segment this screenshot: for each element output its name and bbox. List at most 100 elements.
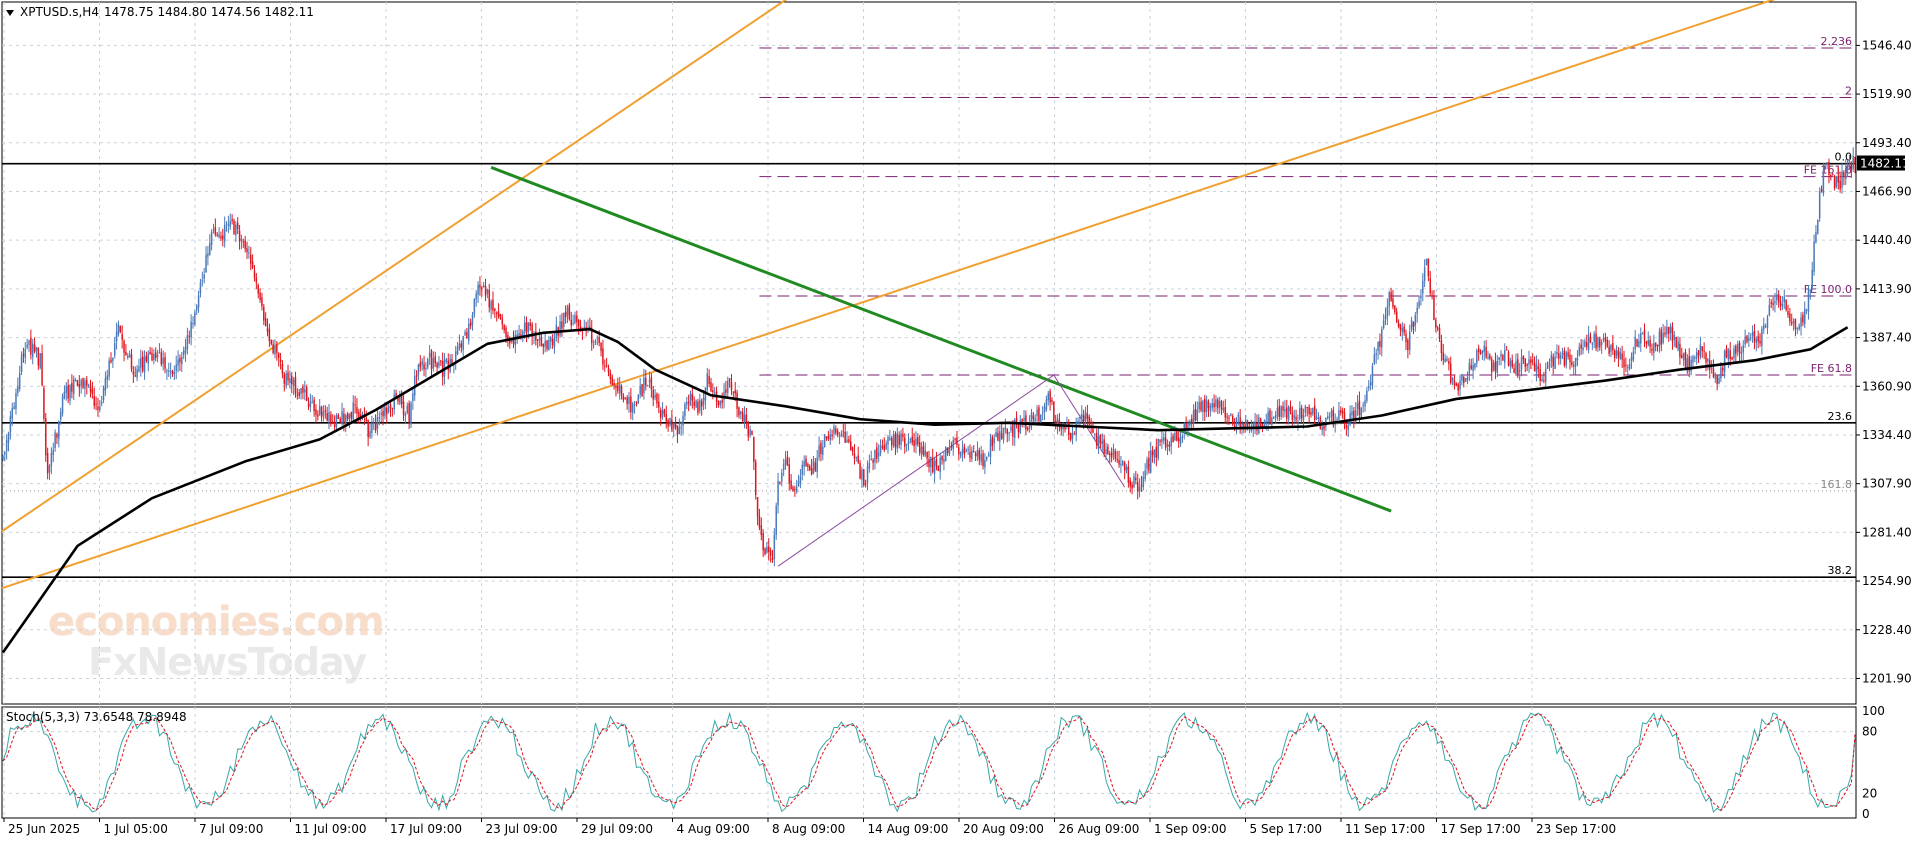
bull-candle — [39, 353, 41, 368]
bear-candle — [1021, 419, 1023, 424]
bull-candle — [766, 546, 768, 553]
bull-candle — [175, 364, 177, 371]
bull-candle — [516, 334, 518, 338]
bull-candle — [50, 453, 53, 467]
downtrend-line — [490, 165, 1392, 513]
time-tick-label: 7 Jul 09:00 — [199, 822, 263, 836]
bull-candle — [1258, 416, 1260, 434]
bear-candle — [641, 384, 643, 396]
bear-candle — [1217, 399, 1219, 409]
bull-candle — [1554, 356, 1556, 369]
bull-candle — [702, 398, 705, 405]
bear-candle — [1332, 409, 1335, 426]
time-axis[interactable]: 25 Jun 2025 1 Jul 05:00 7 Jul 09:00 11 Jul … — [3, 818, 1616, 836]
bear-candle — [466, 331, 468, 339]
bull-candle — [868, 462, 871, 469]
bull-candle — [1362, 405, 1364, 407]
bear-candle — [605, 365, 608, 367]
bull-candle — [1466, 376, 1469, 381]
bear-candle — [667, 420, 669, 427]
bull-candle — [1364, 400, 1366, 407]
bull-candle — [900, 433, 902, 445]
bear-candle — [447, 360, 450, 371]
bear-candle — [1289, 407, 1292, 412]
bull-candle — [147, 353, 150, 364]
price-tick-label: 1387.40 — [1862, 331, 1912, 345]
bull-candle — [87, 384, 90, 386]
bear-candle — [89, 385, 92, 392]
bear-candle — [1802, 314, 1804, 323]
bear-candle — [1684, 351, 1687, 370]
fib-level-label: 2 — [1845, 85, 1852, 98]
bear-candle — [1032, 415, 1035, 419]
bear-candle — [1323, 426, 1325, 430]
price-tick-label: 1519.90 — [1862, 87, 1912, 101]
bear-candle — [825, 436, 828, 439]
bull-candle — [1019, 420, 1022, 434]
bull-candle — [1781, 304, 1784, 307]
bull-candle — [1723, 350, 1726, 373]
bull-candle — [1360, 408, 1363, 417]
bear-candle — [602, 348, 604, 365]
bull-candle — [1010, 426, 1012, 431]
bull-candle — [838, 436, 841, 438]
bear-candle — [1269, 410, 1271, 423]
bull-candle — [816, 457, 818, 473]
time-tick-label: 8 Aug 09:00 — [772, 822, 845, 836]
bull-candle — [410, 402, 412, 425]
bear-candle — [590, 327, 593, 344]
drawn-lines[interactable] — [1, 0, 1810, 590]
bear-candle — [391, 408, 394, 410]
bull-candle — [1451, 377, 1454, 381]
bear-candle — [1505, 349, 1508, 351]
bear-candle — [883, 445, 886, 450]
bull-candle — [933, 460, 936, 474]
collapse-triangle-icon[interactable] — [6, 10, 14, 16]
bear-candle — [1440, 340, 1443, 354]
bull-candle — [84, 380, 86, 389]
bull-candle — [1796, 327, 1799, 329]
bear-candle — [125, 351, 127, 356]
bear-candle — [354, 404, 356, 406]
bull-candle — [1284, 408, 1286, 412]
current-price-tag: 1482.11 — [1857, 155, 1910, 171]
bear-candle — [1204, 398, 1206, 412]
price-axis[interactable]: 1546.40 1519.90 1493.40 1466.90 1440.40 1413.… — [1855, 2, 1912, 704]
bull-candle — [328, 412, 330, 422]
bull-candle — [1071, 433, 1074, 439]
bull-candle — [961, 448, 964, 453]
time-tick-label: 23 Jul 09:00 — [486, 822, 558, 836]
bear-candle — [1530, 359, 1532, 364]
bull-candle — [1535, 364, 1538, 373]
bear-candle — [1831, 173, 1834, 175]
bear-candle — [495, 312, 498, 314]
bull-candle — [475, 293, 477, 300]
bull-candle — [352, 402, 354, 420]
bear-candle — [1701, 346, 1704, 351]
bear-candle — [222, 235, 224, 240]
bear-candle — [313, 399, 315, 412]
bear-candle — [876, 447, 878, 459]
bull-candle — [456, 346, 459, 355]
bear-candle — [827, 435, 830, 440]
bull-candle — [1023, 417, 1025, 421]
watermark: economies.com FxNewsToday — [48, 599, 385, 684]
bull-candle — [1800, 317, 1802, 327]
stoch-tick-label: 20 — [1862, 786, 1877, 800]
bear-candle — [769, 550, 772, 556]
bear-candle — [546, 340, 548, 350]
bull-candle — [1198, 401, 1200, 410]
bull-candle — [24, 349, 27, 358]
bull-candle — [1468, 363, 1471, 375]
bull-candle — [1576, 357, 1579, 361]
bull-candle — [782, 463, 785, 471]
bear-candle — [231, 219, 233, 221]
bear-candle — [1770, 302, 1772, 304]
bull-candle — [1492, 362, 1495, 370]
bull-candle — [181, 356, 183, 364]
bear-candle — [674, 422, 677, 428]
bull-candle — [285, 373, 287, 387]
bear-candle — [1617, 350, 1620, 359]
